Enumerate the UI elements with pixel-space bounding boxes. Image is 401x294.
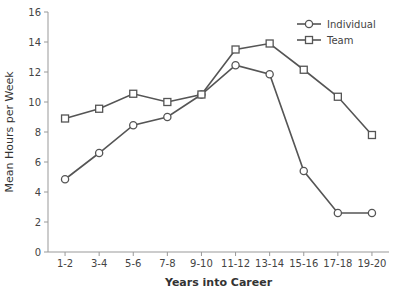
data-point <box>266 40 273 47</box>
y-tick <box>44 222 48 223</box>
y-tick-label: 14 <box>28 37 41 48</box>
x-tick-label: 15-16 <box>289 258 318 269</box>
y-tick-label: 0 <box>35 247 41 258</box>
y-tick-label: 2 <box>35 217 41 228</box>
data-point <box>96 149 103 156</box>
x-tick-label: 5-6 <box>125 258 141 269</box>
legend: Individual Team <box>293 14 385 50</box>
x-tick <box>167 252 168 256</box>
data-point <box>300 167 307 174</box>
legend-marker <box>305 20 312 27</box>
data-point <box>164 113 171 120</box>
y-tick <box>44 72 48 73</box>
x-tick-label: 7-8 <box>159 258 175 269</box>
y-tick-label: 16 <box>28 7 41 18</box>
data-point <box>334 93 341 100</box>
series-line <box>65 44 372 136</box>
data-point <box>266 71 273 78</box>
x-tick-label: 17-18 <box>323 258 352 269</box>
data-point <box>300 66 307 73</box>
y-tick <box>44 102 48 103</box>
y-axis <box>48 12 49 252</box>
x-tick-label: 9-10 <box>190 258 213 269</box>
y-tick <box>44 192 48 193</box>
x-tick-label: 11-12 <box>221 258 250 269</box>
y-tick <box>44 162 48 163</box>
data-point <box>130 90 137 97</box>
x-tick-label: 3-4 <box>91 258 107 269</box>
x-tick <box>99 252 100 256</box>
x-tick-label: 19-20 <box>357 258 386 269</box>
x-tick <box>133 252 134 256</box>
data-point <box>130 122 137 129</box>
chart-svg: 0 2 4 6 8 10 12 14 16 1-2 3-4 5-6 7-8 9-10 11-12 13-14 1… <box>0 0 401 294</box>
x-tick <box>65 252 66 256</box>
data-point <box>368 209 375 216</box>
legend-marker <box>306 37 313 44</box>
y-tick <box>44 132 48 133</box>
x-tick-label: 13-14 <box>255 258 284 269</box>
x-tick <box>235 252 236 256</box>
data-point <box>62 115 69 122</box>
chart-container: 0 2 4 6 8 10 12 14 16 1-2 3-4 5-6 7-8 9-10 11-12 13-14 1… <box>0 0 401 294</box>
y-tick-label: 12 <box>28 67 41 78</box>
x-tick <box>201 252 202 256</box>
data-point <box>232 46 239 53</box>
legend-label: Individual <box>327 19 376 30</box>
x-tick <box>371 252 372 256</box>
y-axis-label: Mean Hours per Week <box>3 71 16 193</box>
x-tick <box>337 252 338 256</box>
y-tick <box>44 12 48 13</box>
data-point <box>334 209 341 216</box>
x-tick <box>303 252 304 256</box>
data-point <box>96 105 103 112</box>
x-tick-label: 1-2 <box>57 258 73 269</box>
data-point <box>164 99 171 106</box>
data-point <box>232 62 239 69</box>
data-point <box>198 91 205 98</box>
y-tick-label: 10 <box>28 97 41 108</box>
plot-area <box>61 40 375 217</box>
legend-bg <box>293 14 385 50</box>
data-point <box>198 91 205 98</box>
y-tick-label: 6 <box>35 157 41 168</box>
x-axis-label: Years into Career <box>164 276 273 289</box>
y-tick-label: 8 <box>35 127 41 138</box>
y-tick-label: 4 <box>35 187 41 198</box>
y-tick <box>44 42 48 43</box>
y-tick <box>44 252 48 253</box>
legend-label: Team <box>326 35 353 46</box>
x-tick <box>269 252 270 256</box>
data-point <box>368 132 375 139</box>
x-axis <box>48 252 389 253</box>
data-point <box>61 176 68 183</box>
